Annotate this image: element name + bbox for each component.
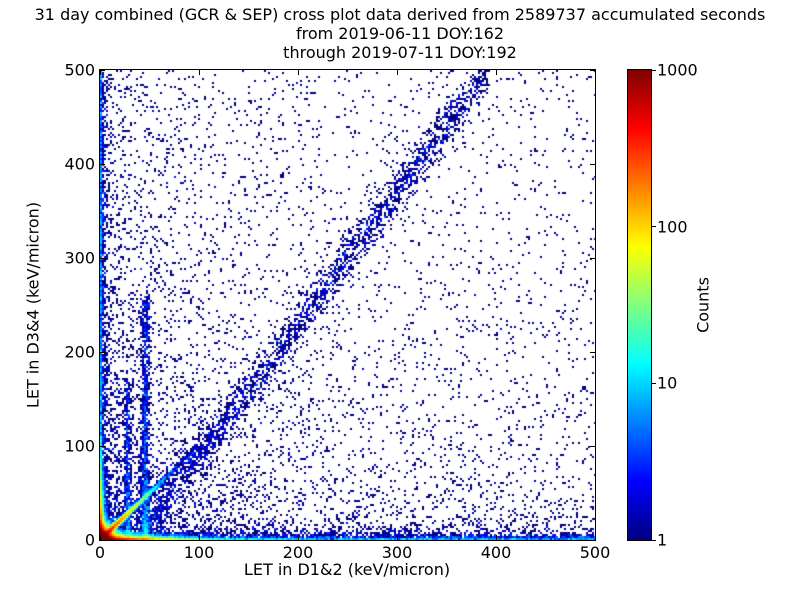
x-tick-mark-top <box>495 70 497 75</box>
y-tick-mark <box>100 351 105 353</box>
title-line-3: through 2019-07-11 DOY:192 <box>283 43 517 62</box>
colorbar-title: Counts <box>693 277 713 333</box>
y-tick-mark <box>100 163 105 165</box>
x-tick-label: 200 <box>282 543 314 562</box>
title-line-2: from 2019-06-11 DOY:162 <box>295 24 504 43</box>
x-tick-mark-top <box>297 70 299 75</box>
y-tick-mark <box>100 69 105 71</box>
y-tick-label: 200 <box>64 342 95 362</box>
y-tick-label: 500 <box>64 60 95 80</box>
colorbar-tick-mark <box>652 382 656 384</box>
title-line-1: 31 day combined (GCR & SEP) cross plot d… <box>34 5 766 24</box>
y-tick-mark-right <box>590 351 595 353</box>
colorbar-tick-label: 10 <box>657 373 678 393</box>
x-tick-mark <box>198 535 200 540</box>
x-tick-mark-top <box>594 70 596 75</box>
x-tick-mark-top <box>198 70 200 75</box>
colorbar-tick-label: 100 <box>657 217 688 237</box>
y-tick-mark-right <box>590 69 595 71</box>
y-tick-label: 0 <box>84 530 95 550</box>
x-tick-label: 0 <box>94 543 106 562</box>
scatter-canvas <box>100 70 595 540</box>
x-tick-mark-top <box>396 70 398 75</box>
x-tick-mark-top <box>99 70 101 75</box>
y-tick-mark-right <box>590 257 595 259</box>
y-tick-label: 300 <box>64 248 95 268</box>
colorbar <box>627 69 652 541</box>
colorbar-gradient <box>628 70 651 540</box>
x-tick-mark <box>99 535 101 540</box>
x-tick-label: 500 <box>579 543 611 562</box>
y-tick-mark-right <box>590 163 595 165</box>
title-block: 31 day combined (GCR & SEP) cross plot d… <box>0 5 800 62</box>
colorbar-tick-mark <box>652 69 656 71</box>
y-tick-mark <box>100 257 105 259</box>
x-tick-mark <box>297 535 299 540</box>
y-tick-mark <box>100 539 105 541</box>
y-tick-label: 400 <box>64 154 95 174</box>
y-tick-mark-right <box>590 445 595 447</box>
x-tick-mark <box>396 535 398 540</box>
x-tick-label: 300 <box>381 543 413 562</box>
x-tick-label: 100 <box>183 543 215 562</box>
y-tick-mark <box>100 445 105 447</box>
x-tick-label: 400 <box>480 543 512 562</box>
colorbar-tick-label: 1000 <box>657 60 698 80</box>
plot-area <box>99 69 596 541</box>
colorbar-tick-label: 1 <box>657 530 668 550</box>
y-tick-label: 100 <box>64 436 95 456</box>
x-tick-mark <box>495 535 497 540</box>
y-axis-label: LET in D3&4 (keV/micron) <box>23 201 43 409</box>
y-tick-mark-right <box>590 539 595 541</box>
x-tick-mark <box>594 535 596 540</box>
colorbar-tick-mark <box>652 539 656 541</box>
colorbar-tick-mark <box>652 226 656 228</box>
x-axis-label: LET in D1&2 (keV/micron) <box>243 560 451 579</box>
